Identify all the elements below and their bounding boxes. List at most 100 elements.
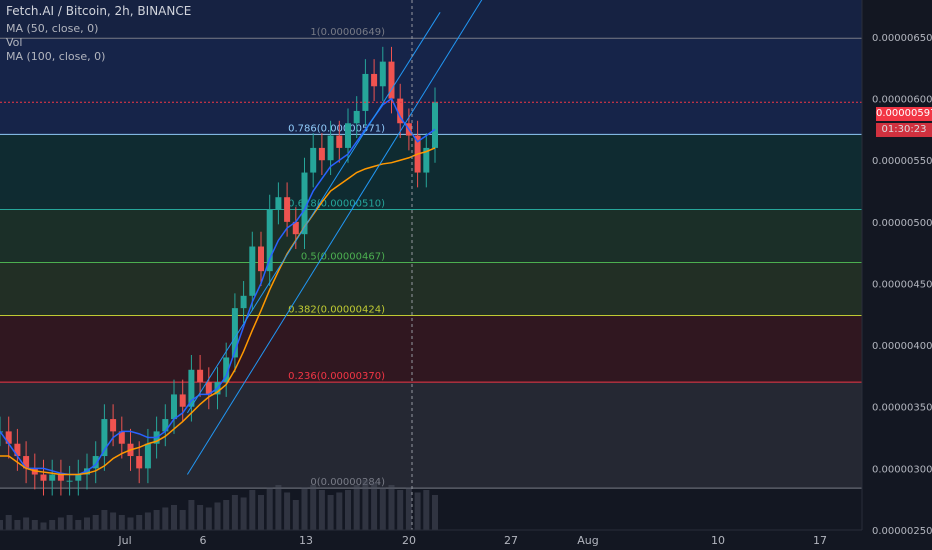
volume-bar [110, 512, 117, 530]
candle-body [144, 443, 151, 469]
candle-body [188, 369, 195, 407]
candle-body [301, 172, 308, 235]
fib-zone-5 [0, 315, 862, 383]
indicator-ma100[interactable]: MA (100, close, 0) [6, 50, 106, 63]
time-tick-label: 20 [402, 534, 416, 547]
volume-bar [214, 502, 221, 530]
candle-body [249, 246, 256, 296]
candle-body [423, 147, 430, 173]
volume-bar [162, 507, 169, 530]
countdown-badge: 01:30:23 [876, 123, 932, 137]
volume-bar [136, 515, 143, 530]
fib-label-0-382: 0.382(0.00000424) [288, 305, 385, 316]
volume-bar [31, 520, 38, 530]
candle-body [197, 369, 204, 383]
candle-body [92, 456, 99, 469]
fib-zone-top [0, 0, 862, 39]
candle-body [240, 295, 247, 309]
volume-bar [292, 500, 299, 530]
volume-bar [171, 505, 177, 530]
volume-bar [127, 517, 134, 530]
candle-body [205, 382, 212, 395]
volume-bar [318, 490, 325, 530]
candle-body [275, 197, 282, 210]
candle-body [345, 123, 351, 148]
volume-bar [5, 515, 12, 530]
volume-bar [231, 495, 238, 530]
volume-bar [266, 487, 273, 530]
candle-body [101, 419, 108, 457]
price-tick-label: 0.00000550 [872, 156, 932, 167]
volume-bar [40, 522, 47, 530]
time-tick-label: 27 [504, 534, 518, 547]
candle-body [14, 443, 21, 457]
price-tick-label: 0.00000600 [872, 95, 932, 106]
volume-bar [353, 485, 360, 530]
volume-bar [75, 520, 82, 530]
candle-body [353, 110, 360, 124]
price-tick-label: 0.00000300 [872, 464, 932, 475]
volume-bar [57, 517, 64, 530]
fib-label-1: 1(0.00000649) [310, 27, 385, 38]
price-tick-label: 0.00000450 [872, 279, 932, 290]
volume-bar [49, 520, 56, 530]
candle-body [388, 61, 395, 99]
candle-body [362, 73, 369, 111]
candle-body [432, 102, 438, 148]
candle-body [318, 147, 325, 161]
volume-bar [249, 490, 256, 530]
indicator-volume[interactable]: Vol [6, 36, 23, 49]
volume-bar [240, 497, 247, 530]
ma100-line [0, 147, 436, 476]
volume-bar [258, 495, 264, 530]
volume-bar [0, 520, 3, 530]
volume-bar [423, 490, 430, 530]
candle-body [179, 394, 186, 407]
chart-title: Fetch.AI / Bitcoin, 2h, BINANCE [6, 4, 192, 18]
candle-body [397, 98, 404, 124]
fib-zone-2 [0, 134, 862, 210]
candle-body [371, 73, 378, 87]
volume-bar [345, 490, 351, 530]
last-price-badge: 0.00000597 [876, 107, 932, 121]
volume-bar [432, 495, 438, 530]
volume-bar [336, 492, 343, 530]
volume-bar [153, 510, 160, 530]
fib-label-0-236: 0.236(0.00000370) [288, 371, 385, 382]
volume-bar [371, 482, 378, 530]
candle-body [171, 394, 177, 420]
volume-bar [397, 490, 404, 530]
candle-body [292, 221, 299, 235]
fib-zone-6 [0, 382, 862, 489]
time-tick-label: 13 [299, 534, 313, 547]
volume-bar [223, 500, 230, 530]
candle-body [162, 419, 169, 432]
candle-body [327, 135, 334, 161]
candle-body [379, 61, 386, 87]
candle-body [66, 480, 73, 482]
fib-zone-4 [0, 262, 862, 316]
price-tick-label: 0.00000400 [872, 341, 932, 352]
volume-bar [284, 492, 291, 530]
candle-body [284, 197, 291, 222]
volume-bar [23, 517, 30, 530]
time-tick-label: Jul [117, 534, 131, 547]
indicator-ma50[interactable]: MA (50, close, 0) [6, 22, 99, 35]
candle-body [258, 246, 264, 272]
candle-body [110, 419, 117, 432]
candle-body [23, 456, 30, 469]
volume-bar [144, 512, 151, 530]
volume-bar [118, 515, 125, 530]
price-tick-label: 0.00000250 [872, 526, 932, 537]
time-tick-label: Aug [577, 534, 598, 547]
time-tick-label: 10 [711, 534, 725, 547]
candle-body [5, 431, 12, 444]
volume-bar [101, 510, 108, 530]
volume-bar [310, 485, 317, 530]
candle-body [266, 209, 273, 272]
candle-body [57, 474, 64, 481]
candle-body [40, 474, 47, 481]
time-tick-label: 6 [200, 534, 207, 547]
